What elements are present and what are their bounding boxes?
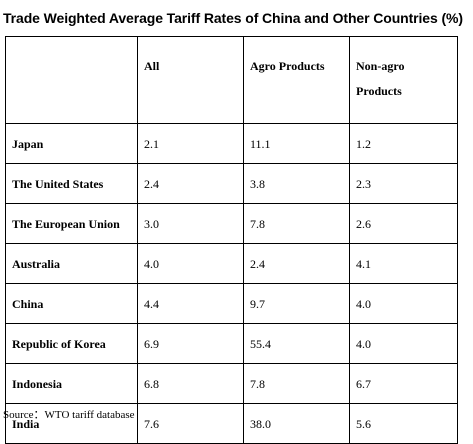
agro-cell: 7.8 bbox=[243, 203, 350, 244]
header-all: All bbox=[137, 36, 244, 124]
all-cell: 4.0 bbox=[137, 243, 244, 284]
all-cell: 6.9 bbox=[137, 323, 244, 364]
agro-cell: 3.8 bbox=[243, 163, 350, 204]
country-cell: The European Union bbox=[5, 203, 138, 244]
table-row: Indonesia 6.8 7.8 6.7 bbox=[5, 363, 458, 404]
table-row: The European Union 3.0 7.8 2.6 bbox=[5, 203, 458, 244]
agro-cell: 38.0 bbox=[243, 403, 350, 444]
all-cell: 4.4 bbox=[137, 283, 244, 324]
country-cell: China bbox=[5, 283, 138, 324]
agro-cell: 11.1 bbox=[243, 123, 350, 164]
source-note: Source：WTO tariff database bbox=[3, 409, 135, 421]
tariff-table: All Agro Products Non-agro Products Japa… bbox=[5, 36, 458, 444]
all-cell: 3.0 bbox=[137, 203, 244, 244]
all-cell: 7.6 bbox=[137, 403, 244, 444]
nonagro-cell: 4.0 bbox=[349, 323, 458, 364]
nonagro-cell: 4.0 bbox=[349, 283, 458, 324]
nonagro-cell: 5.6 bbox=[349, 403, 458, 444]
table-row: Republic of Korea 6.9 55.4 4.0 bbox=[5, 323, 458, 364]
table-row: China 4.4 9.7 4.0 bbox=[5, 283, 458, 324]
agro-cell: 55.4 bbox=[243, 323, 350, 364]
country-cell: The United States bbox=[5, 163, 138, 204]
agro-cell: 7.8 bbox=[243, 363, 350, 404]
header-non-agro-products: Non-agro Products bbox=[349, 36, 458, 124]
all-cell: 2.4 bbox=[137, 163, 244, 204]
nonagro-cell: 1.2 bbox=[349, 123, 458, 164]
table-row: Japan 2.1 11.1 1.2 bbox=[5, 123, 458, 164]
header-country bbox=[5, 36, 138, 124]
table-header-row: All Agro Products Non-agro Products bbox=[5, 36, 458, 124]
agro-cell: 9.7 bbox=[243, 283, 350, 324]
nonagro-cell: 4.1 bbox=[349, 243, 458, 284]
nonagro-cell: 2.3 bbox=[349, 163, 458, 204]
agro-cell: 2.4 bbox=[243, 243, 350, 284]
country-cell: Australia bbox=[5, 243, 138, 284]
nonagro-cell: 6.7 bbox=[349, 363, 458, 404]
table-row: The United States 2.4 3.8 2.3 bbox=[5, 163, 458, 204]
all-cell: 6.8 bbox=[137, 363, 244, 404]
country-cell: Indonesia bbox=[5, 363, 138, 404]
country-cell: Republic of Korea bbox=[5, 323, 138, 364]
header-agro-products: Agro Products bbox=[243, 36, 350, 124]
country-cell: Japan bbox=[5, 123, 138, 164]
table-row: Australia 4.0 2.4 4.1 bbox=[5, 243, 458, 284]
all-cell: 2.1 bbox=[137, 123, 244, 164]
table-title: Trade Weighted Average Tariff Rates of C… bbox=[3, 10, 463, 26]
nonagro-cell: 2.6 bbox=[349, 203, 458, 244]
